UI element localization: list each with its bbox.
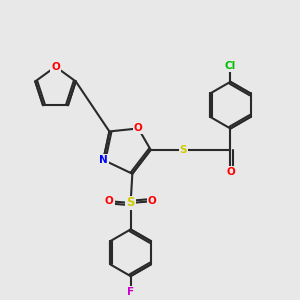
Text: S: S — [180, 145, 187, 155]
Text: N: N — [99, 155, 108, 165]
Text: O: O — [51, 62, 60, 72]
Text: F: F — [127, 286, 134, 297]
Text: O: O — [226, 167, 235, 177]
Text: Cl: Cl — [225, 61, 236, 71]
Text: O: O — [134, 123, 143, 134]
Text: O: O — [148, 196, 156, 206]
Text: O: O — [105, 196, 114, 206]
Text: S: S — [126, 196, 135, 209]
